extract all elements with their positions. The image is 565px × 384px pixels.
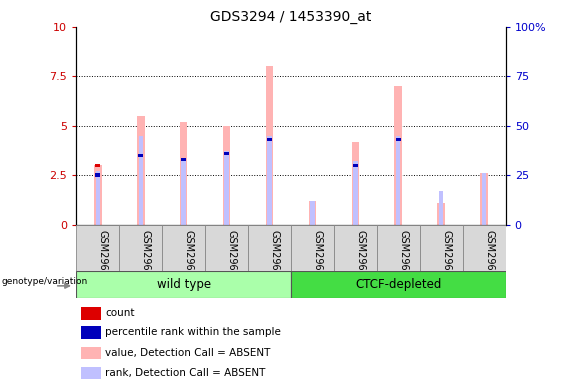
- Text: GSM296259: GSM296259: [270, 230, 280, 290]
- Bar: [291, 271, 506, 298]
- Text: GSM296251: GSM296251: [355, 230, 366, 290]
- Text: GSM296252: GSM296252: [398, 230, 408, 290]
- Text: wild type: wild type: [157, 278, 211, 291]
- Bar: [480, 173, 488, 225]
- Bar: [463, 225, 506, 271]
- Bar: [377, 225, 420, 271]
- Text: GSM296255: GSM296255: [141, 230, 151, 290]
- Bar: [353, 164, 358, 167]
- Text: percentile rank within the sample: percentile rank within the sample: [106, 328, 281, 338]
- Text: GSM296250: GSM296250: [312, 230, 323, 290]
- Bar: [81, 326, 101, 339]
- Text: value, Detection Call = ABSENT: value, Detection Call = ABSENT: [106, 348, 271, 358]
- Bar: [81, 307, 101, 319]
- Bar: [353, 161, 358, 225]
- Bar: [396, 136, 401, 225]
- Bar: [205, 225, 248, 271]
- Bar: [482, 173, 486, 225]
- Bar: [137, 116, 145, 225]
- Bar: [95, 171, 100, 225]
- Bar: [420, 225, 463, 271]
- Text: rank, Detection Call = ABSENT: rank, Detection Call = ABSENT: [106, 368, 266, 378]
- Bar: [248, 225, 291, 271]
- Bar: [308, 201, 316, 225]
- Bar: [310, 201, 315, 225]
- Bar: [138, 136, 143, 225]
- Bar: [119, 225, 162, 271]
- Bar: [95, 174, 101, 177]
- Bar: [224, 151, 229, 225]
- Text: GSM296257: GSM296257: [227, 230, 237, 290]
- Bar: [334, 225, 377, 271]
- Bar: [76, 225, 119, 271]
- Bar: [181, 159, 186, 225]
- Bar: [439, 191, 444, 225]
- Bar: [180, 122, 188, 225]
- Bar: [394, 86, 402, 225]
- Text: GSM296256: GSM296256: [184, 230, 194, 290]
- Bar: [95, 164, 101, 167]
- Text: GSM296254: GSM296254: [98, 230, 108, 290]
- Bar: [291, 225, 334, 271]
- Bar: [162, 225, 205, 271]
- Bar: [396, 138, 401, 141]
- Text: count: count: [106, 308, 135, 318]
- Text: CTCF-depleted: CTCF-depleted: [355, 278, 441, 291]
- Bar: [138, 154, 144, 157]
- Bar: [351, 142, 359, 225]
- Bar: [76, 271, 291, 298]
- Bar: [224, 152, 229, 155]
- Bar: [81, 347, 101, 359]
- Bar: [266, 66, 273, 225]
- Text: GSM296253: GSM296253: [441, 230, 451, 290]
- Bar: [267, 136, 272, 225]
- Bar: [181, 157, 186, 161]
- Bar: [223, 126, 231, 225]
- Title: GDS3294 / 1453390_at: GDS3294 / 1453390_at: [210, 10, 372, 25]
- Bar: [267, 138, 272, 141]
- Bar: [94, 166, 102, 225]
- Bar: [81, 367, 101, 379]
- Text: genotype/variation: genotype/variation: [2, 277, 88, 286]
- Bar: [437, 203, 445, 225]
- Text: GSM296261: GSM296261: [484, 230, 494, 289]
